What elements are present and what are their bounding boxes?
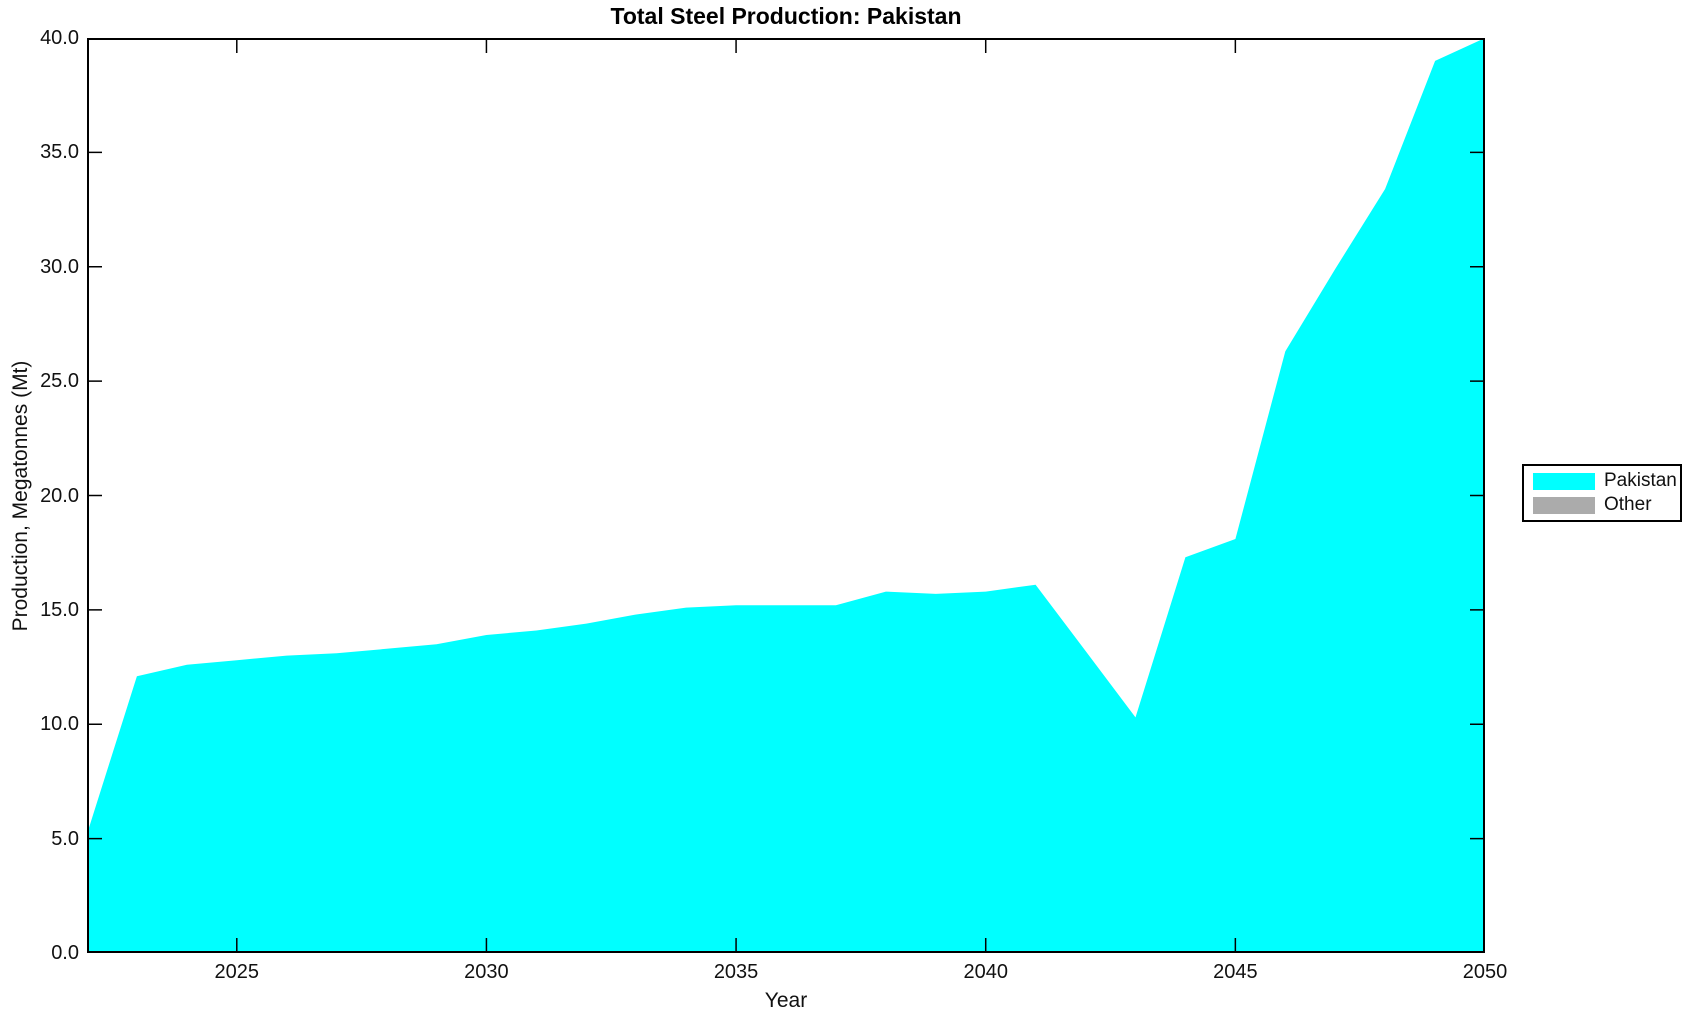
x-tick-label: 2040 [963, 961, 1008, 983]
legend-label-other: Other [1604, 494, 1652, 515]
x-tick-label: 2050 [1462, 961, 1508, 983]
legend-item-pakistan: Pakistan [1533, 471, 1680, 491]
x-axis-label: Year [764, 989, 808, 1012]
axis-border [87, 38, 1485, 953]
x-tick-label: 2025 [214, 961, 260, 983]
pakistan-swatch [1533, 472, 1595, 490]
y-axis-label: Production, Megatonnes (Mt) [9, 360, 32, 632]
pakistan-area-series [87, 38, 1485, 953]
legend-label-pakistan: Pakistan [1604, 470, 1677, 491]
y-tick-label: 5.0 [51, 827, 79, 850]
axis-ticks [87, 38, 1485, 953]
area-chart-canvas [87, 38, 1485, 953]
plot-area [87, 38, 1485, 953]
y-tick-label: 15.0 [40, 598, 79, 621]
x-tick-label: 2045 [1213, 961, 1258, 983]
legend: Pakistan Other [1522, 464, 1682, 522]
y-tick-label: 40.0 [40, 27, 79, 49]
y-tick-label: 0.0 [51, 942, 79, 964]
chart-title: Total Steel Production: Pakistan [610, 3, 962, 29]
legend-item-other: Other [1533, 495, 1680, 515]
y-tick-label: 20.0 [40, 484, 79, 507]
x-tick-label: 2030 [464, 961, 509, 983]
y-tick-label: 10.0 [40, 713, 79, 736]
y-tick-label: 25.0 [40, 370, 79, 393]
other-swatch [1533, 496, 1595, 514]
y-tick-label: 30.0 [40, 255, 79, 278]
x-tick-label: 2035 [713, 961, 759, 983]
y-tick-label: 35.0 [40, 141, 79, 164]
